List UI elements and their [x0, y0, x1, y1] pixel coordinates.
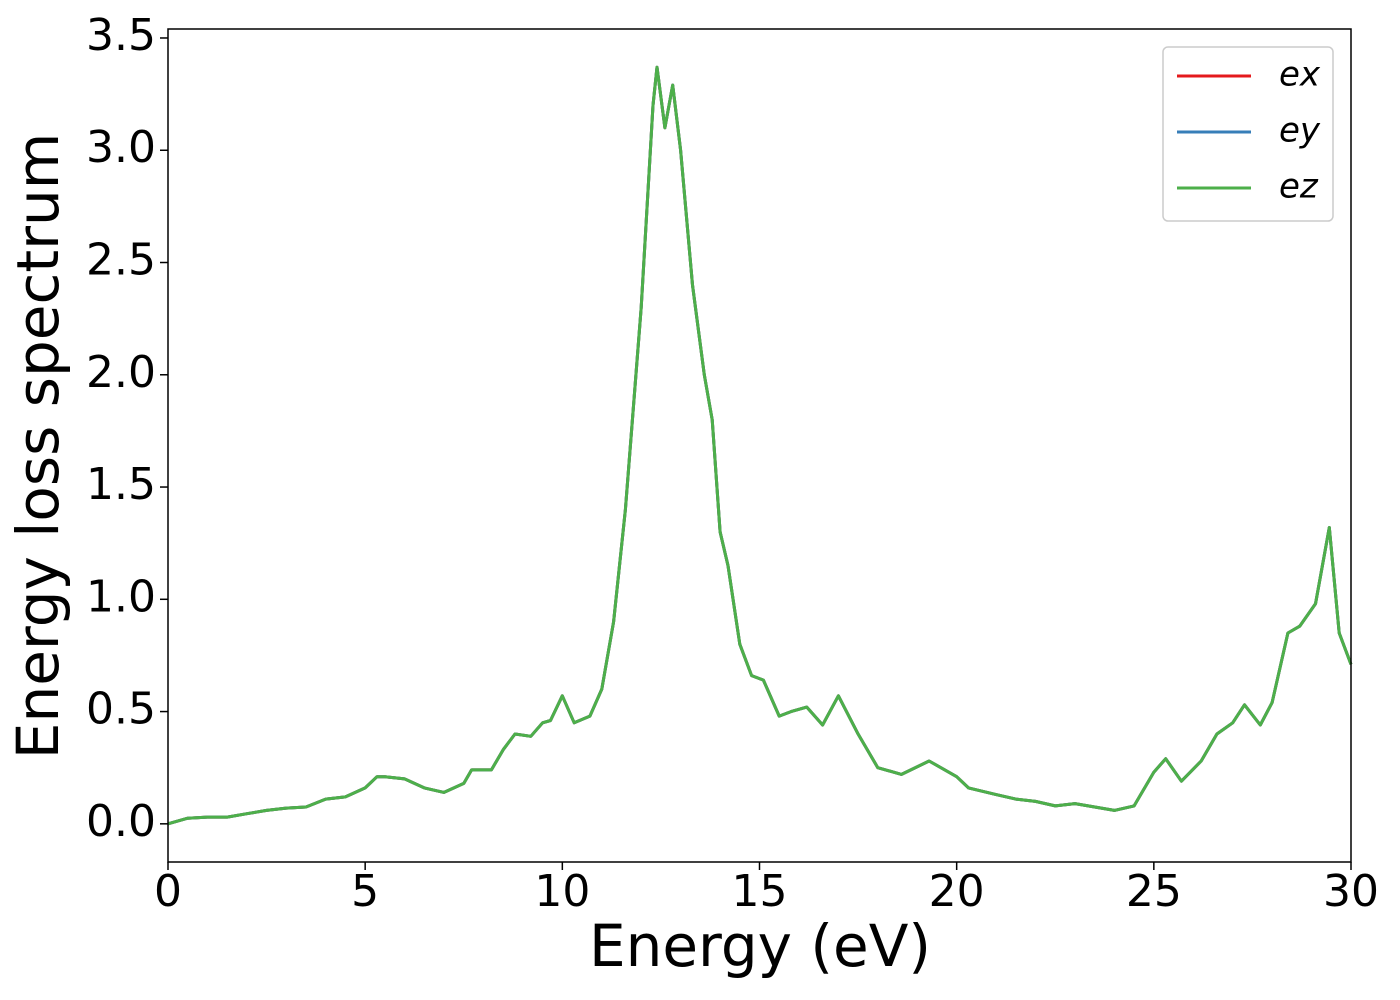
legend: ex ey ez	[1162, 46, 1334, 222]
y-tick-label: 1.0	[86, 571, 156, 622]
x-tick-label: 30	[1323, 866, 1379, 917]
legend-box	[1162, 46, 1334, 222]
y-tick-label: 1.5	[86, 459, 156, 510]
x-tick-label: 0	[154, 866, 182, 917]
legend-label: ey	[1279, 111, 1321, 151]
legend-label: ez	[1279, 167, 1319, 207]
x-tick-label: 20	[929, 866, 985, 917]
x-tick-label: 25	[1126, 866, 1182, 917]
y-tick-label: 3.5	[86, 10, 156, 61]
plot-frame	[167, 28, 1352, 863]
x-tick-label: 15	[732, 866, 788, 917]
line-series	[167, 65, 1353, 826]
x-tick-label: 5	[351, 866, 379, 917]
y-tick-label: 0.5	[86, 684, 156, 735]
y-axis-label: Energy loss spectrum	[4, 133, 72, 759]
legend-label: ex	[1279, 55, 1321, 95]
x-tick-label: 10	[534, 866, 590, 917]
y-tick-label: 2.0	[86, 347, 156, 398]
y-tick-label: 3.0	[86, 122, 156, 173]
y-tick-label: 0.0	[86, 796, 156, 847]
x-axis-label: Energy (eV)	[589, 912, 931, 980]
y-tick-label: 2.5	[86, 235, 156, 286]
